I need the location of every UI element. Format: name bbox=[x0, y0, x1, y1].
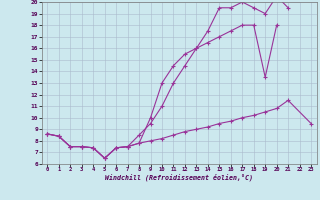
X-axis label: Windchill (Refroidissement éolien,°C): Windchill (Refroidissement éolien,°C) bbox=[105, 174, 253, 181]
